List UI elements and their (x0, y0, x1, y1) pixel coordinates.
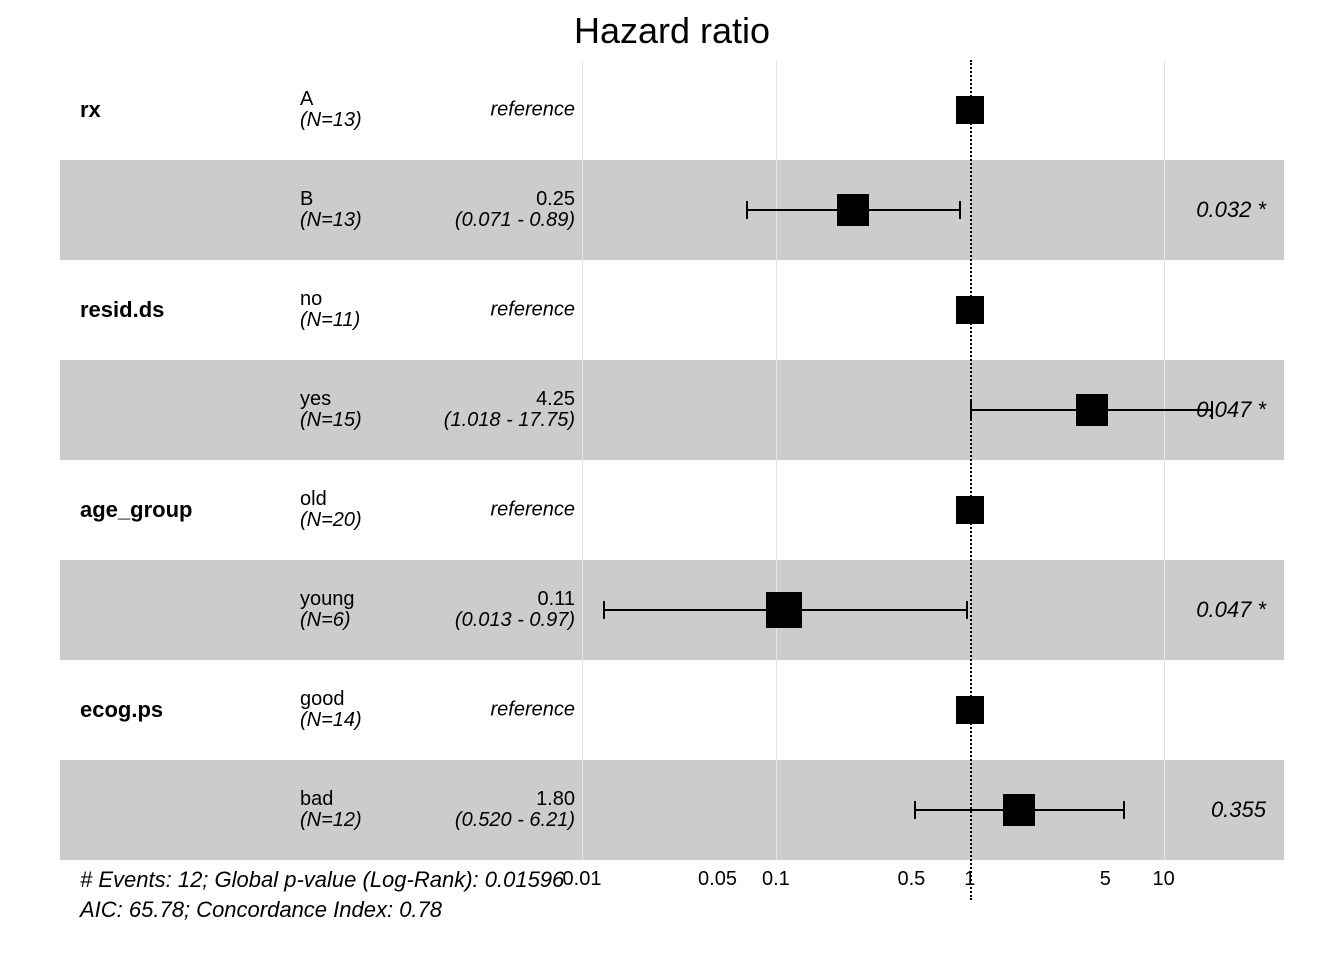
variable-name: rx (80, 97, 101, 123)
point-marker (1076, 394, 1108, 426)
estimate-block: 1.80(0.520 - 6.21) (420, 789, 575, 831)
level-label: old (300, 489, 362, 510)
ci-cap-low (603, 601, 605, 619)
level-block: young(N=6) (300, 589, 355, 631)
axis-tick-label: 0.1 (762, 868, 790, 891)
point-marker (1003, 794, 1035, 826)
variable-name: resid.ds (80, 297, 164, 323)
point-marker (956, 96, 984, 124)
forest-region (582, 660, 1222, 760)
point-marker (837, 194, 869, 226)
estimate-block: reference (420, 500, 575, 521)
reference-line (970, 60, 972, 900)
forest-row: resid.ds no(N=11) reference (60, 260, 1284, 360)
footer-line-1: # Events: 12; Global p-value (Log-Rank):… (80, 865, 564, 895)
level-block: old(N=20) (300, 489, 362, 531)
estimate-block: reference (420, 700, 575, 721)
level-label: young (300, 589, 355, 610)
forest-region (582, 460, 1222, 560)
hr-value: 4.25 (420, 389, 575, 410)
level-block: B(N=13) (300, 189, 362, 231)
point-marker (766, 592, 802, 628)
reference-label: reference (420, 300, 575, 321)
forest-plot: Hazard ratio rxA(N=13)referenceB(N=13)0.… (0, 0, 1344, 960)
ci-cap-low (914, 801, 916, 819)
reference-label: reference (420, 100, 575, 121)
estimate-block: 4.25(1.018 - 17.75) (420, 389, 575, 431)
hr-value: 1.80 (420, 789, 575, 810)
gridline (582, 60, 583, 860)
reference-label: reference (420, 500, 575, 521)
forest-region (582, 760, 1222, 860)
forest-row: B(N=13)0.25(0.071 - 0.89)0.032 * (60, 160, 1284, 260)
level-label: yes (300, 389, 362, 410)
level-block: no(N=11) (300, 289, 360, 331)
footer-text: # Events: 12; Global p-value (Log-Rank):… (80, 865, 564, 924)
plot-area: rxA(N=13)referenceB(N=13)0.25(0.071 - 0.… (60, 60, 1284, 860)
level-n: (N=14) (300, 710, 362, 731)
level-n: (N=11) (300, 310, 360, 331)
ci-text: (1.018 - 17.75) (420, 410, 575, 431)
ci-text: (0.071 - 0.89) (420, 210, 575, 231)
forest-region (582, 160, 1222, 260)
hr-value: 0.25 (420, 189, 575, 210)
variable-name: age_group (80, 497, 192, 523)
forest-row: yes(N=15)4.25(1.018 - 17.75)0.047 * (60, 360, 1284, 460)
ci-cap-high (966, 601, 968, 619)
forest-region (582, 60, 1222, 160)
axis-tick-label: 0.05 (698, 868, 737, 891)
chart-title: Hazard ratio (0, 10, 1344, 52)
footer-line-2: AIC: 65.78; Concordance Index: 0.78 (80, 895, 564, 925)
ci-text: (0.013 - 0.97) (420, 610, 575, 631)
axis-tick-label: 5 (1100, 868, 1111, 891)
level-label: good (300, 689, 362, 710)
axis-tick-label: 10 (1153, 868, 1175, 891)
forest-row: ecog.ps good(N=14) reference (60, 660, 1284, 760)
level-label: no (300, 289, 360, 310)
level-block: good(N=14) (300, 689, 362, 731)
level-n: (N=12) (300, 810, 362, 831)
axis-tick-label: 0.01 (563, 868, 602, 891)
level-label: bad (300, 789, 362, 810)
level-label: B (300, 189, 362, 210)
level-block: A(N=13) (300, 89, 362, 131)
ci-text: (0.520 - 6.21) (420, 810, 575, 831)
level-n: (N=6) (300, 610, 355, 631)
level-block: bad(N=12) (300, 789, 362, 831)
level-label: A (300, 89, 362, 110)
point-marker (956, 696, 984, 724)
forest-region (582, 360, 1222, 460)
gridline (776, 60, 777, 860)
ci-cap-high (959, 201, 961, 219)
estimate-block: 0.11(0.013 - 0.97) (420, 589, 575, 631)
ci-cap-low (746, 201, 748, 219)
forest-region (582, 560, 1222, 660)
estimate-block: reference (420, 300, 575, 321)
level-block: yes(N=15) (300, 389, 362, 431)
forest-row: bad(N=12)1.80(0.520 - 6.21)0.355 (60, 760, 1284, 860)
level-n: (N=15) (300, 410, 362, 431)
level-n: (N=13) (300, 210, 362, 231)
point-marker (956, 496, 984, 524)
axis-tick-label: 0.5 (897, 868, 925, 891)
reference-label: reference (420, 700, 575, 721)
hr-value: 0.11 (420, 589, 575, 610)
forest-row: rx A(N=13) reference (60, 60, 1284, 160)
point-marker (956, 296, 984, 324)
variable-name: ecog.ps (80, 697, 163, 723)
forest-region (582, 260, 1222, 360)
estimate-block: 0.25(0.071 - 0.89) (420, 189, 575, 231)
forest-row: young(N=6)0.11(0.013 - 0.97)0.047 * (60, 560, 1284, 660)
forest-row: age_group old(N=20) reference (60, 460, 1284, 560)
estimate-block: reference (420, 100, 575, 121)
level-n: (N=13) (300, 110, 362, 131)
gridline (1164, 60, 1165, 860)
ci-cap-high (1123, 801, 1125, 819)
level-n: (N=20) (300, 510, 362, 531)
ci-cap-low (970, 401, 972, 419)
ci-cap-high (1211, 401, 1213, 419)
